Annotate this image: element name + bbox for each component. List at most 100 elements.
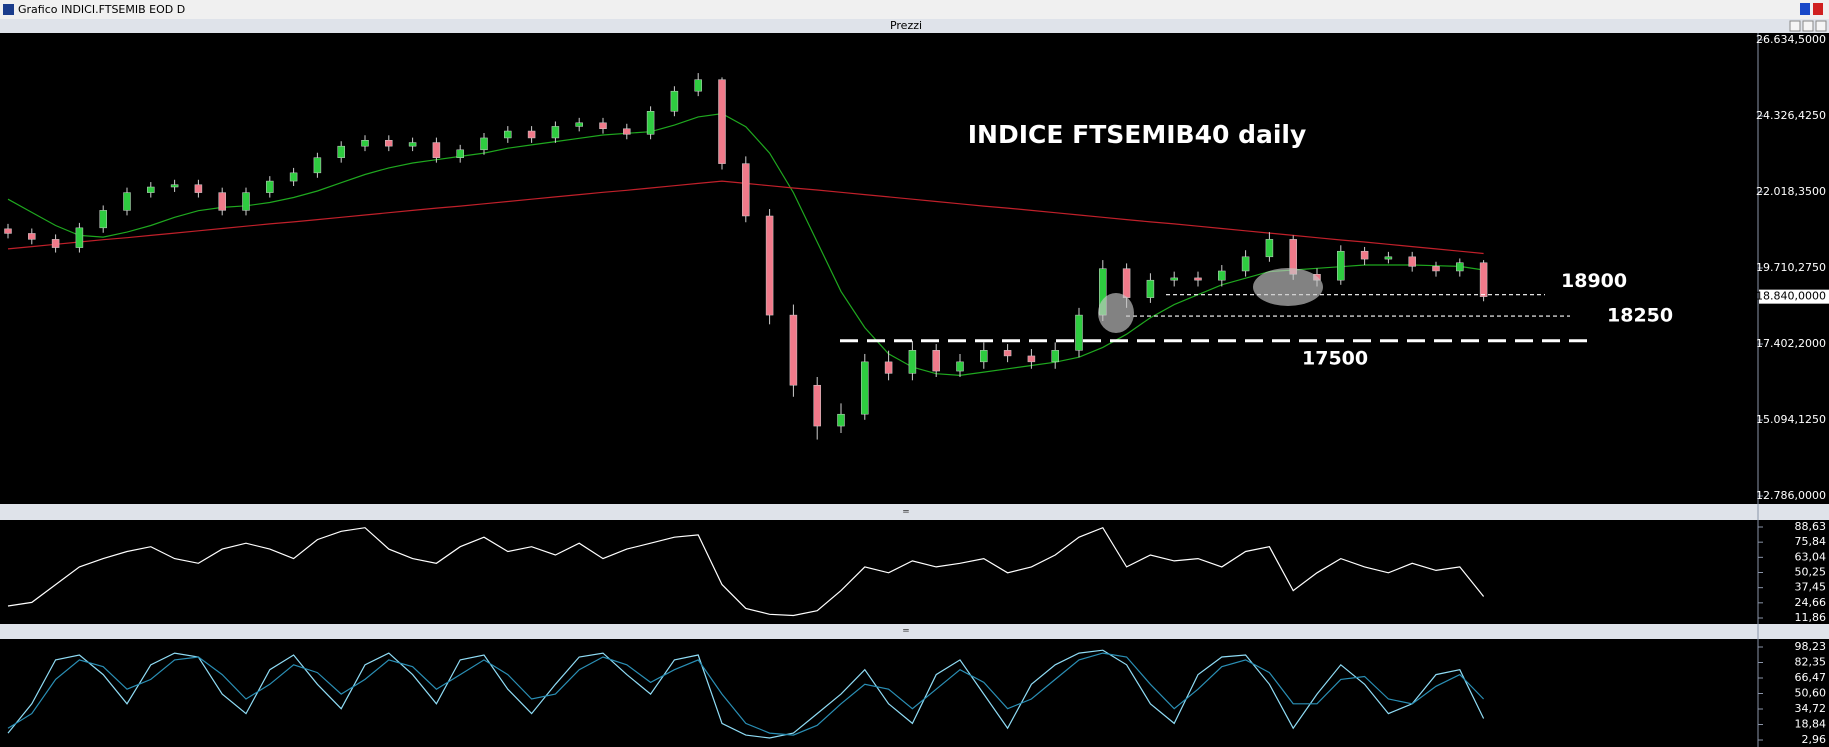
title-bar	[0, 0, 1829, 19]
candle-body	[289, 172, 298, 182]
candle-body	[1456, 262, 1464, 272]
y-tick-label: 24,66	[1795, 596, 1827, 609]
y-tick-label: 75,84	[1795, 535, 1827, 548]
level-label: 18900	[1561, 270, 1627, 292]
y-tick-label: 26.634,5000	[1756, 33, 1826, 46]
candle-body	[1003, 350, 1012, 357]
candle-body	[147, 186, 155, 193]
last-price-label: 18.840,0000	[1756, 290, 1826, 303]
candle-body	[861, 361, 869, 415]
candle-body	[1337, 250, 1345, 281]
candle-body	[99, 210, 107, 229]
candle-body	[623, 128, 631, 135]
y-tick-label: 98,23	[1795, 640, 1827, 653]
candle-body	[980, 350, 988, 363]
y-tick-label: 22.018,3500	[1756, 185, 1826, 198]
candle-body	[1408, 256, 1416, 267]
y-tick-label: 34,72	[1795, 702, 1827, 715]
candle-body	[1432, 266, 1440, 272]
candle-body	[599, 122, 607, 129]
candle-body	[218, 192, 226, 211]
candle-body	[646, 111, 655, 135]
candle-body	[28, 233, 36, 240]
candle-body	[504, 130, 512, 139]
candle-body	[670, 90, 679, 112]
y-tick-label: 12.786,0000	[1756, 489, 1826, 502]
candle-body	[313, 157, 322, 174]
candle-body	[1170, 277, 1178, 281]
candle-body	[1384, 256, 1393, 260]
y-tick-label: 17.402,2000	[1756, 337, 1826, 350]
panel-divider[interactable]	[0, 624, 1829, 639]
y-tick-label: 82,35	[1795, 656, 1827, 669]
candle-body	[408, 142, 417, 147]
panel-divider[interactable]	[0, 504, 1829, 520]
panel-button[interactable]	[1802, 20, 1814, 32]
candle-body	[75, 227, 84, 248]
candle-body	[575, 122, 583, 127]
highlight-ellipse	[1253, 268, 1323, 306]
window-icon	[3, 4, 14, 15]
candle-body	[694, 79, 702, 92]
divider-handle: ═	[902, 508, 909, 518]
candle-body	[813, 384, 821, 427]
panel-button[interactable]	[1815, 20, 1827, 32]
candle-body	[242, 192, 250, 211]
candle-body	[718, 79, 726, 164]
y-tick-label: 50,60	[1795, 686, 1827, 699]
level-label: 18250	[1607, 305, 1673, 327]
moving-average	[7, 112, 1484, 377]
indicator-line	[7, 652, 1485, 736]
candle-body	[361, 139, 369, 147]
candle-body	[266, 180, 274, 193]
candle-body	[765, 215, 774, 316]
candle-body	[1218, 270, 1226, 281]
candle-body	[4, 228, 12, 234]
y-tick-label: 24.326,4250	[1756, 109, 1826, 122]
candle-body	[432, 142, 441, 158]
candle-body	[837, 413, 845, 427]
candle-body	[1360, 250, 1369, 260]
candle-body	[932, 350, 940, 372]
candle-body	[956, 361, 964, 372]
candle-body	[1146, 279, 1155, 298]
candle-body	[385, 139, 393, 147]
candle-body	[194, 184, 203, 193]
y-tick-label: 19.710,2750	[1756, 261, 1826, 274]
candle-body	[1241, 256, 1250, 272]
candle-body	[527, 130, 536, 139]
panel-header	[0, 19, 1829, 33]
candle-body	[456, 149, 464, 158]
highlight-ellipse	[1098, 293, 1134, 333]
candle-body	[742, 163, 750, 217]
candle-body	[51, 239, 60, 248]
chart-annotation-title: INDICE FTSEMIB40 daily	[968, 120, 1307, 149]
window-button[interactable]	[1813, 3, 1823, 15]
candle-body	[908, 350, 917, 374]
y-tick-label: 2,96	[1802, 733, 1827, 746]
candle-body	[1051, 350, 1059, 363]
y-tick-label: 88,63	[1795, 520, 1827, 533]
candle-body	[789, 314, 798, 386]
panel-button[interactable]	[1789, 20, 1801, 32]
y-tick-label: 18,84	[1795, 717, 1827, 730]
candle-body	[884, 361, 893, 374]
candle-body	[1265, 239, 1274, 258]
y-tick-label: 11,86	[1795, 611, 1827, 624]
y-tick-label: 37,45	[1795, 581, 1827, 594]
candle-body	[337, 145, 345, 158]
window-button[interactable]	[1800, 3, 1810, 15]
candle-body	[123, 192, 131, 211]
indicator-line	[7, 649, 1485, 739]
candle-body	[170, 184, 179, 188]
y-tick-label: 66,47	[1795, 671, 1827, 684]
y-tick-label: 15.094,1250	[1756, 413, 1826, 426]
last-price-tag	[1759, 289, 1829, 304]
candle-body	[551, 126, 560, 139]
candle-body	[1122, 268, 1131, 298]
window-title: Grafico INDICI.FTSEMIB EOD D	[18, 3, 185, 16]
y-tick-label: 50,25	[1795, 565, 1827, 578]
panel-title: Prezzi	[890, 19, 922, 32]
